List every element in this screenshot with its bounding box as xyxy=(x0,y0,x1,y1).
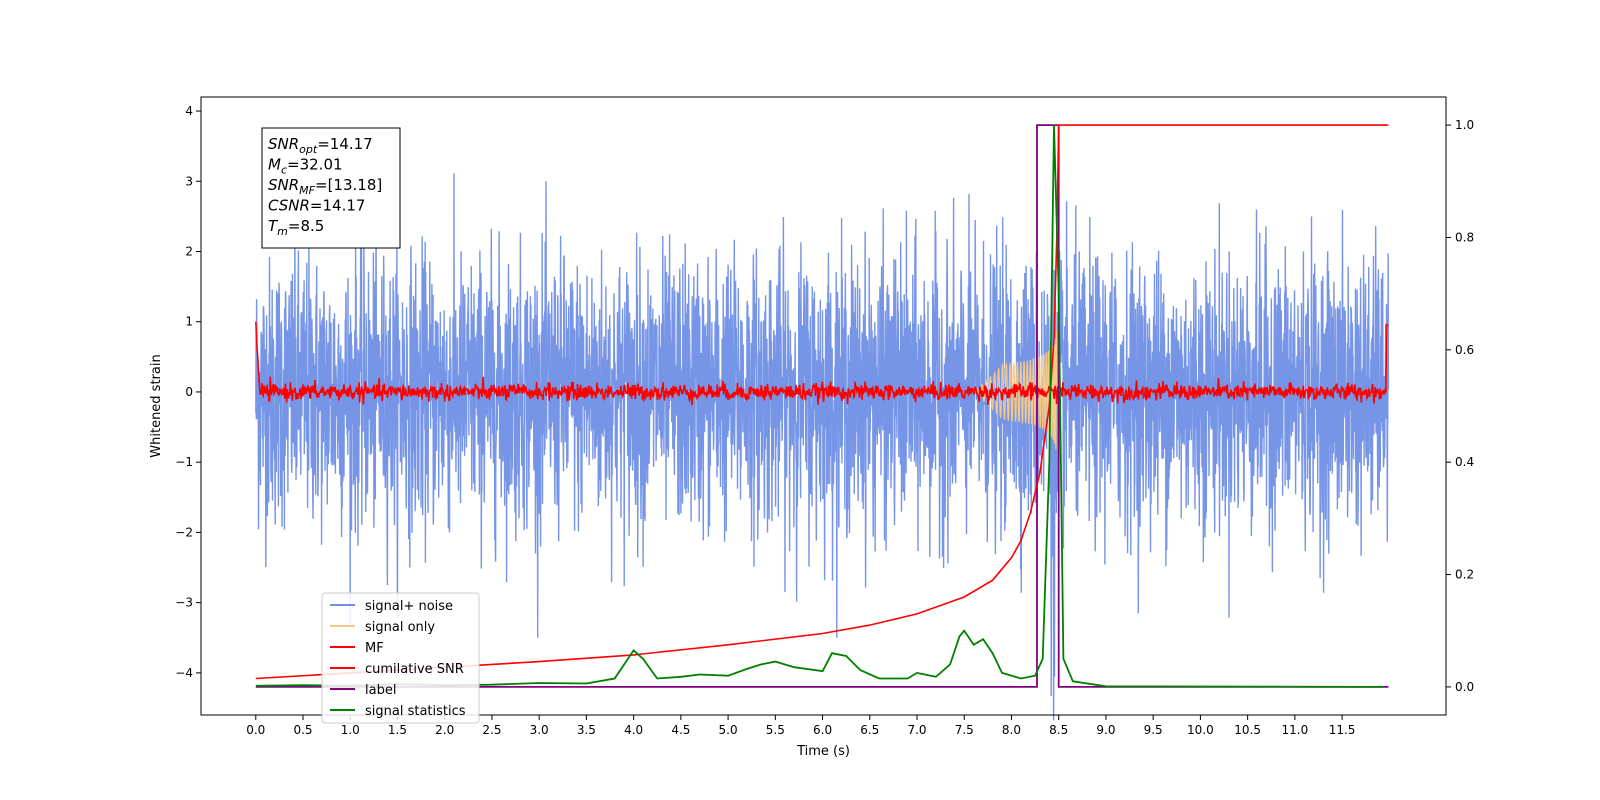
series-signal-noise xyxy=(255,173,1390,721)
x-tick-label: 6.0 xyxy=(813,723,832,737)
annotation-subscript: m xyxy=(277,225,288,238)
annotation-line: Mc=32.01 xyxy=(268,156,343,177)
annotation-line: Tm=8.5 xyxy=(268,217,324,238)
x-tick-label: 5.0 xyxy=(719,723,738,737)
y-tick-label: −2 xyxy=(175,525,193,539)
series-cumulative-snr xyxy=(255,124,1389,680)
y-tick-label: 1 xyxy=(185,315,193,329)
x-tick-label: 10.5 xyxy=(1234,723,1261,737)
x-tick-label: 2.0 xyxy=(435,723,454,737)
annotation-subscript: c xyxy=(281,164,287,177)
annotation-subscript: opt xyxy=(299,143,318,156)
x-tick-label: 8.0 xyxy=(1002,723,1021,737)
x-tick-label: 8.5 xyxy=(1049,723,1068,737)
y-tick-label: 0 xyxy=(185,385,193,399)
annotation-symbol: M xyxy=(268,156,281,174)
plot-frame xyxy=(200,96,1447,716)
y2-tick-label: 0.6 xyxy=(1455,343,1474,357)
annotation-value: =14.17 xyxy=(310,197,366,215)
x-tick-label: 3.5 xyxy=(577,723,596,737)
y-tick-label: 4 xyxy=(185,104,193,118)
y-axis-label: Whitened strain xyxy=(149,354,164,457)
x-tick-label: 6.5 xyxy=(860,723,879,737)
y2-tick-label: 0.2 xyxy=(1455,568,1474,582)
x-tick-label: 1.0 xyxy=(341,723,360,737)
legend-label: MF xyxy=(365,641,384,656)
y2-tick-label: 1.0 xyxy=(1455,118,1474,132)
legend-label: label xyxy=(365,683,396,698)
x-tick-label: 5.5 xyxy=(766,723,785,737)
y-tick-label: −4 xyxy=(175,666,193,680)
y-tick-label: −3 xyxy=(175,596,193,610)
x-tick-label: 11.5 xyxy=(1329,723,1356,737)
annotation-value: =32.01 xyxy=(287,156,343,174)
annotation-line: CSNR=14.17 xyxy=(268,197,365,215)
legend-label: signal only xyxy=(365,620,435,635)
annotation-value: =8.5 xyxy=(288,217,324,235)
legend-frame xyxy=(321,592,480,724)
y2-tick-label: 0.4 xyxy=(1455,455,1474,469)
x-tick-label: 7.5 xyxy=(955,723,974,737)
annotation-subscript: MF xyxy=(299,184,315,197)
x-tick-label: 0.0 xyxy=(246,723,265,737)
x-tick-label: 9.0 xyxy=(1096,723,1115,737)
x-tick-label: 3.0 xyxy=(530,723,549,737)
annotation-symbol: T xyxy=(268,217,279,235)
annotation-value: =14.17 xyxy=(317,135,373,153)
x-tick-label: 10.0 xyxy=(1187,723,1214,737)
y-tick-label: 2 xyxy=(185,245,193,259)
x-tick-label: 1.5 xyxy=(388,723,407,737)
annotation-symbol: SNR xyxy=(268,135,299,153)
x-tick-label: 4.0 xyxy=(624,723,643,737)
annotation-value: =[13.18] xyxy=(315,176,382,194)
annotation-frame xyxy=(261,127,401,249)
legend-label: signal+ noise xyxy=(365,599,453,614)
annotation-line: SNRopt=14.17 xyxy=(268,135,373,156)
series-mf xyxy=(255,321,1389,406)
x-axis-label: Time (s) xyxy=(796,744,850,759)
annotation-symbol: CSNR xyxy=(268,197,310,215)
x-tick-label: 4.5 xyxy=(671,723,690,737)
x-tick-label: 9.5 xyxy=(1144,723,1163,737)
x-tick-label: 7.0 xyxy=(907,723,926,737)
y2-tick-label: 0.0 xyxy=(1455,680,1474,694)
annotation-line: SNRMF=[13.18] xyxy=(268,176,382,197)
y2-tick-label: 0.8 xyxy=(1455,230,1474,244)
y-tick-label: 3 xyxy=(185,174,193,188)
annotation-symbol: SNR xyxy=(268,176,299,194)
x-tick-label: 0.5 xyxy=(293,723,312,737)
x-tick-label: 2.5 xyxy=(482,723,501,737)
plot-area xyxy=(255,124,1390,721)
snr-annotation-box: SNRopt=14.17Mc=32.01SNRMF=[13.18]CSNR=14… xyxy=(261,127,401,249)
x-tick-label: 11.0 xyxy=(1282,723,1309,737)
y-tick-label: −1 xyxy=(175,455,193,469)
series-signal-statistics xyxy=(255,125,1383,688)
legend: signal+ noise signal only MF cumilative SNR… xyxy=(321,592,480,724)
legend-label: cumilative SNR xyxy=(365,662,464,677)
axes: 0.0 0.5 1.0 1.5 2.0 2.5 3.0 3.5 4.0 4.5 5.0 5.5 6.0 6… xyxy=(149,96,1474,759)
legend-label: signal statistics xyxy=(365,704,466,719)
